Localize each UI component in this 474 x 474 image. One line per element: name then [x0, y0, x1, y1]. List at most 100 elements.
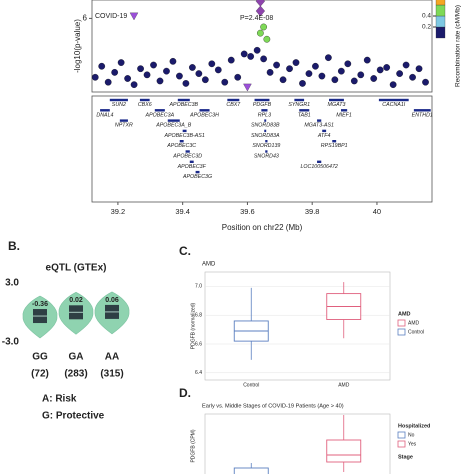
gene — [332, 140, 337, 143]
gene-label: SNORD83B — [251, 123, 280, 129]
y-tick-label: 7.0 — [195, 284, 202, 290]
data-point — [201, 76, 209, 84]
group-size: (72) — [31, 369, 49, 380]
colorbar-segment — [435, 15, 446, 28]
data-point — [104, 78, 112, 86]
gene-label: APOBEC3F — [177, 164, 207, 170]
data-point — [227, 56, 235, 64]
legend-title: Stage — [398, 454, 413, 460]
colorbar-segment — [435, 4, 446, 17]
gene-label: SUN2 — [112, 102, 126, 108]
gene-label: SNORD139 — [252, 143, 280, 149]
y-axis-label: -log10(p-value) — [73, 19, 82, 73]
gene-label: MGAT3 — [328, 102, 346, 108]
data-point — [363, 56, 371, 64]
gene-label: RPL3 — [258, 112, 271, 118]
x-tick-label: 39.8 — [305, 207, 320, 216]
note: A: Risk — [42, 394, 77, 405]
data-point — [182, 80, 190, 87]
chart-title: Early vs. Middle Stages of COVID-19 Pati… — [202, 403, 344, 409]
panel-label: C. — [179, 244, 191, 258]
data-point — [263, 35, 271, 43]
gene — [154, 109, 165, 112]
gene — [182, 129, 187, 133]
gene — [189, 160, 194, 163]
gene-label: PDGFB — [253, 102, 272, 108]
gene-label: APOBEC3C — [166, 143, 196, 149]
gene-label: MGAT3-AS1 — [304, 123, 334, 129]
data-point — [305, 70, 313, 77]
y-axis-label: PDGFB (CPM) — [190, 429, 196, 462]
data-point — [214, 66, 222, 74]
plot-frame — [204, 271, 391, 381]
data-point — [260, 23, 267, 31]
data-point — [376, 66, 384, 74]
gene-label: DNAL4 — [96, 112, 113, 118]
legend-title: AMD — [398, 311, 411, 317]
data-point — [273, 61, 280, 69]
gene — [317, 160, 322, 163]
gene — [261, 109, 268, 112]
x-tick-label: 39.6 — [240, 207, 255, 216]
data-point — [143, 71, 151, 79]
gene — [265, 140, 268, 143]
y-tick-label: 6.8 — [195, 313, 202, 319]
legend-swatch — [129, 12, 139, 21]
gene-label: NPTXR — [115, 123, 133, 129]
group-size: (283) — [64, 369, 87, 380]
data-point — [156, 77, 164, 85]
gene-track-frame — [91, 95, 433, 203]
gene — [227, 98, 240, 102]
box — [233, 467, 269, 474]
gene-label: APOBEC3H — [189, 112, 219, 118]
y-tick-label: -3.0 — [2, 337, 20, 348]
colorbar-segment — [435, 0, 446, 6]
gene-label: APOBEC3A — [145, 112, 175, 118]
data-point — [312, 62, 319, 70]
x-tick-label: 39.2 — [111, 207, 126, 216]
gene-label: MIEF1 — [336, 112, 352, 118]
x-tick-label: Control — [243, 382, 259, 388]
gene — [264, 119, 267, 122]
gene — [119, 119, 128, 122]
gene — [100, 109, 110, 112]
gene-label: APOBEC3A_B — [155, 123, 192, 129]
data-point — [150, 61, 157, 69]
data-point — [243, 83, 252, 92]
data-point — [337, 67, 345, 75]
data-point — [383, 64, 391, 71]
gene-label: APOBEC3D — [172, 154, 202, 160]
gene-label: CACNA1I — [382, 102, 405, 108]
data-point — [98, 62, 106, 70]
data-point — [255, 5, 265, 17]
data-point — [409, 73, 416, 81]
gene — [109, 98, 128, 102]
x-tick-label: 39.4 — [175, 207, 190, 216]
chart-title: AMD — [202, 262, 216, 268]
value-label: 0.02 — [69, 297, 83, 304]
x-tick-label: GG — [32, 352, 48, 363]
data-point — [137, 65, 144, 73]
x-tick-label: AMD — [338, 382, 350, 388]
legend-swatch — [397, 328, 406, 336]
data-point — [299, 80, 306, 87]
plot-frame — [204, 413, 391, 474]
data-point — [325, 54, 332, 62]
chart-title: eQTL (GTEx) — [46, 263, 107, 274]
legend-label: Control — [408, 329, 424, 335]
gene-label: SNORD43 — [254, 154, 279, 160]
gene — [322, 129, 327, 133]
box — [326, 439, 362, 463]
gene-label: SYNGR1 — [288, 102, 310, 108]
gene — [264, 129, 267, 133]
value-label: 0.06 — [105, 297, 119, 304]
legend-swatch — [397, 440, 406, 448]
gene — [299, 109, 310, 112]
y-tick-label: 6.6 — [195, 341, 202, 347]
note: G: Protective — [42, 411, 105, 422]
gene — [179, 140, 184, 143]
y-tick-label: 6 — [83, 14, 88, 23]
plot-frame — [91, 0, 433, 93]
data-point — [402, 61, 410, 69]
data-point — [91, 73, 99, 81]
